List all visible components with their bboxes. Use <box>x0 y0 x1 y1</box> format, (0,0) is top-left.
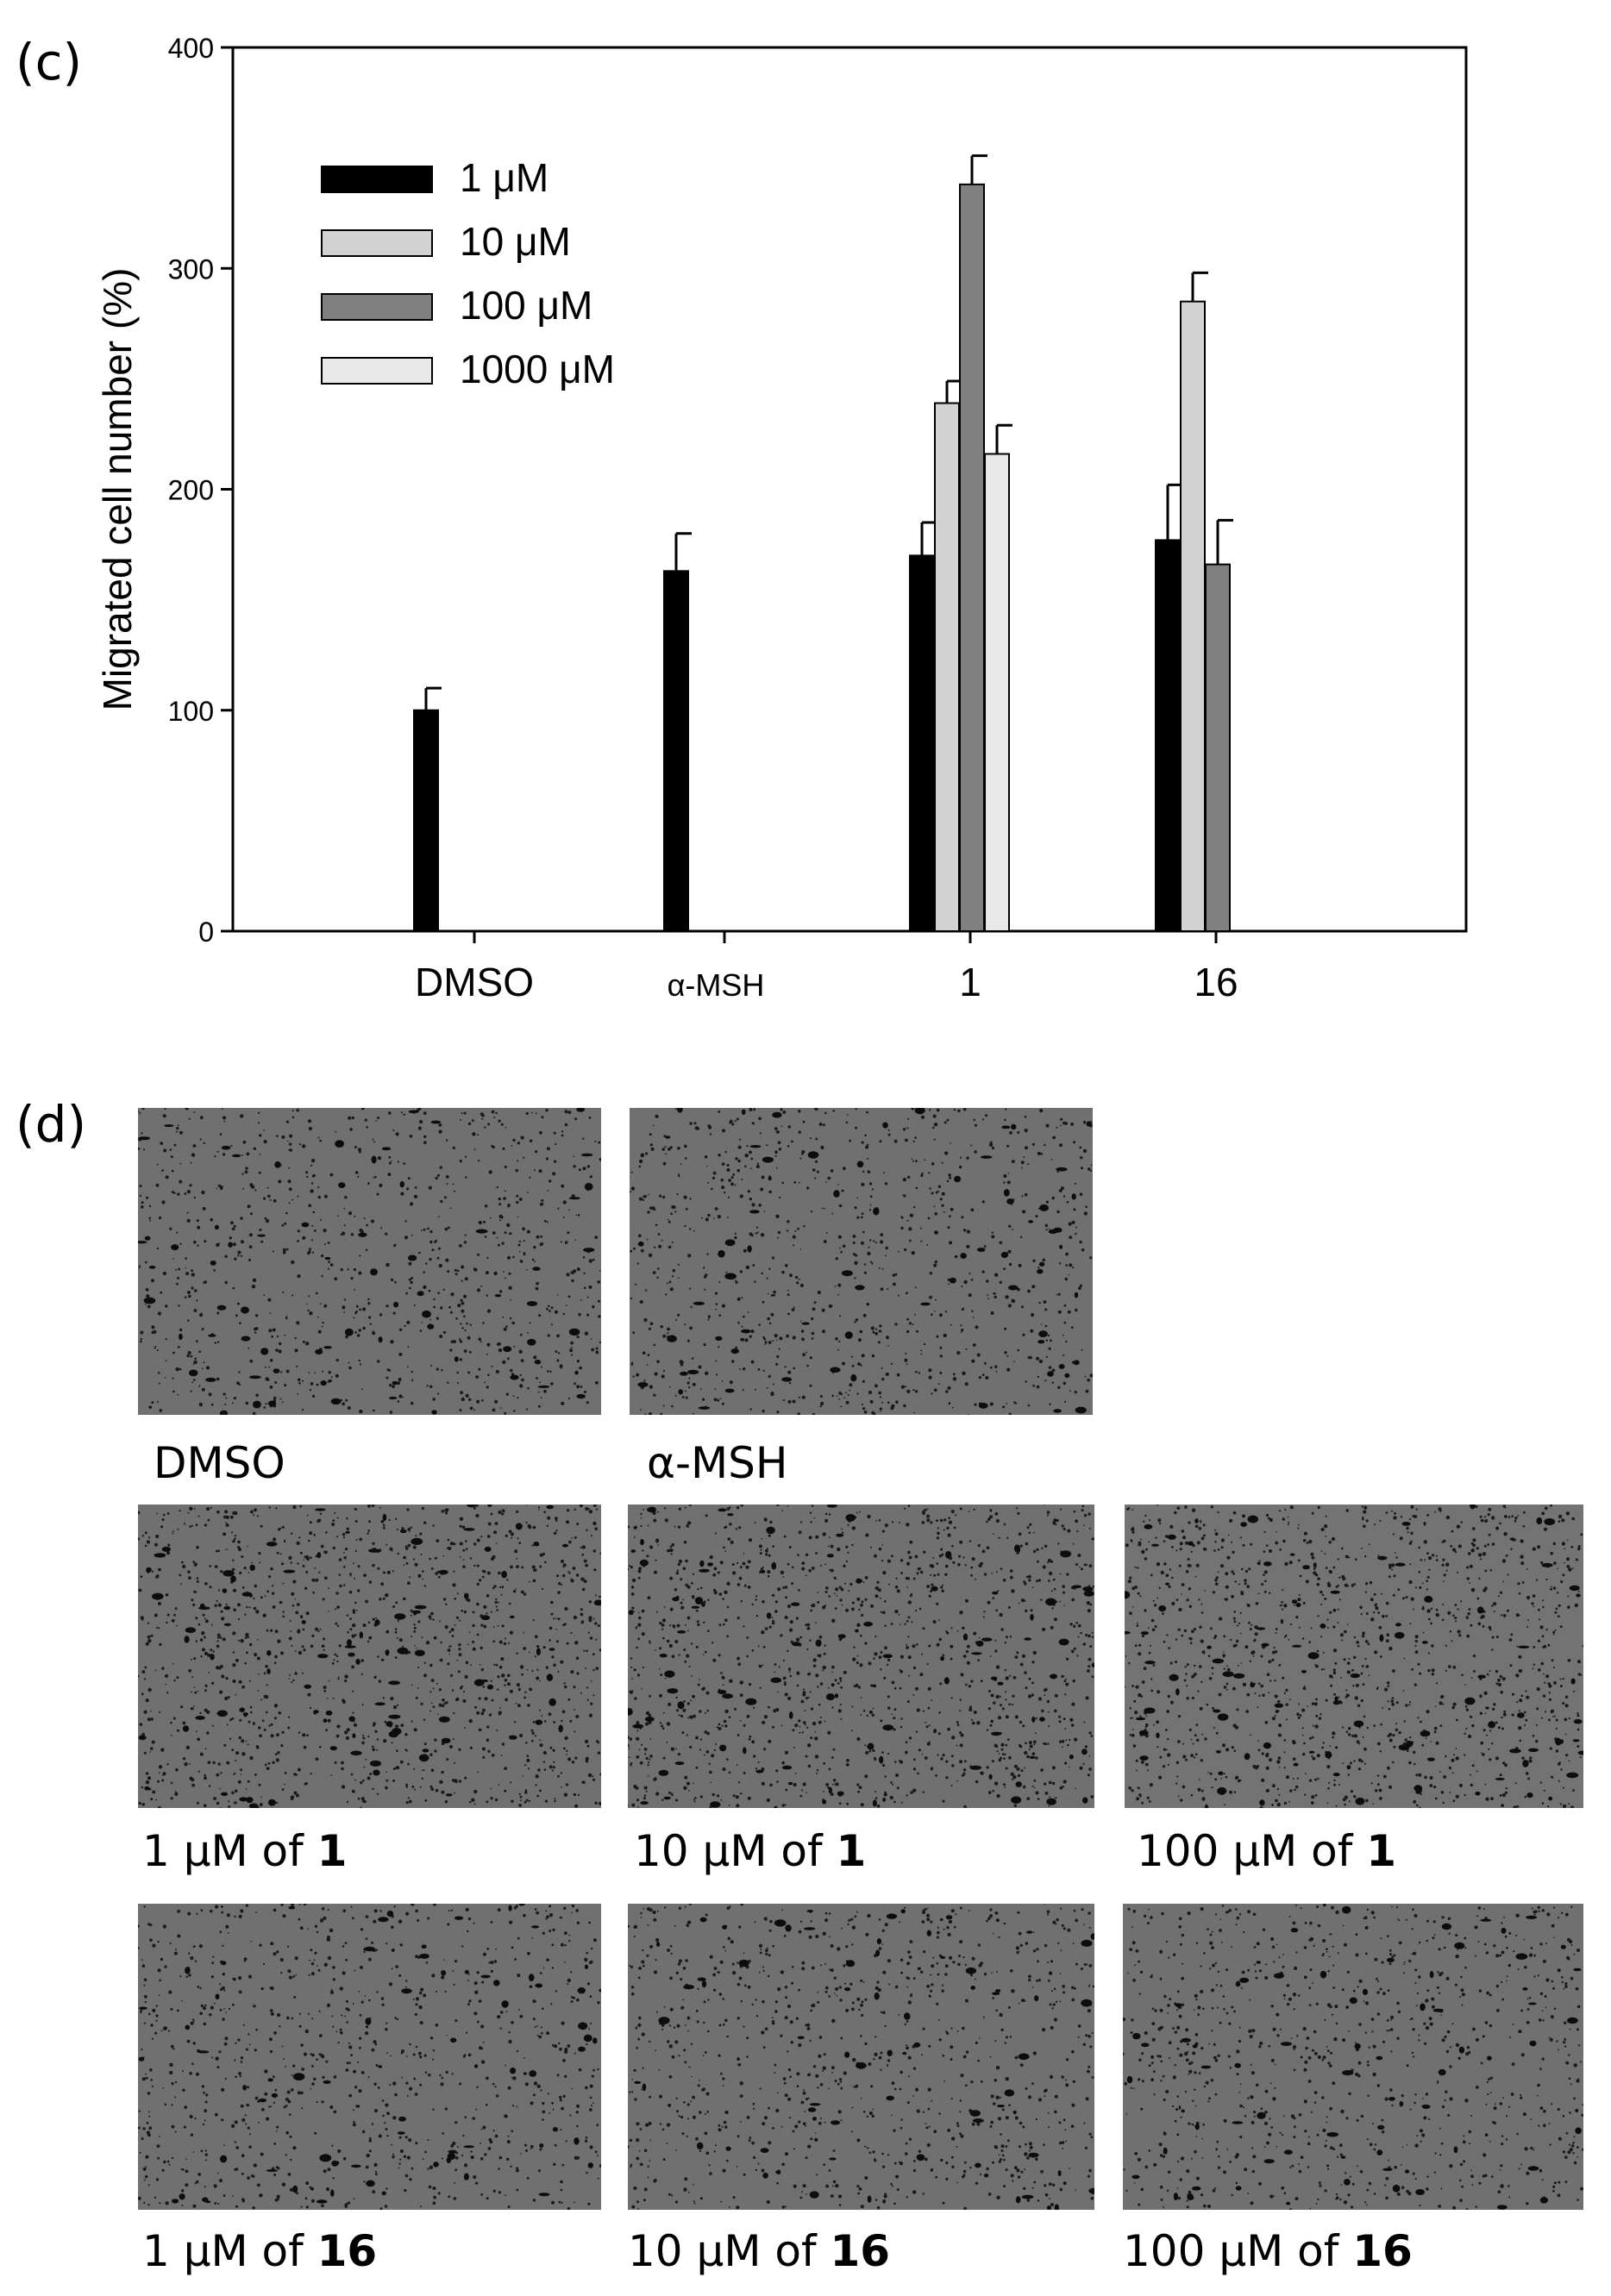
cell-speckle-texture <box>1125 1505 1583 1808</box>
panel-label-d: (d) <box>16 1095 87 1154</box>
caption-100um-of-16: 100 μM of 16 <box>1123 2226 1413 2276</box>
y-tick-label: 300 <box>168 253 214 285</box>
bar <box>909 554 935 932</box>
caption-100um-of-1: 100 μM of 1 <box>1137 1826 1397 1876</box>
cell-speckle-texture <box>138 1505 601 1808</box>
caption-alpha-msh: α-MSH <box>647 1438 788 1488</box>
micrograph-10um-of-1 <box>628 1505 1094 1808</box>
panel-label-c: (c) <box>16 33 83 91</box>
x-tick-label: 1 <box>959 960 981 1004</box>
cell-speckle-texture <box>1123 1904 1583 2210</box>
cell-speckle-texture <box>630 1108 1093 1415</box>
legend-label: 100 μM <box>460 283 592 328</box>
caption-10um-of-1: 10 μM of 1 <box>634 1826 867 1876</box>
micrograph-10um-of-16 <box>628 1904 1094 2210</box>
bar-chart: 0 100 200 300 400 Migrated cell number (%) DMS… <box>95 33 1468 1004</box>
micrograph-100um-of-16 <box>1123 1904 1583 2210</box>
y-tick-label: 0 <box>198 917 214 948</box>
x-tick-label: α-MSH <box>668 967 765 1003</box>
caption-10um-of-16: 10 μM of 16 <box>628 2226 891 2276</box>
bar <box>1155 539 1181 932</box>
micrograph-100um-of-1 <box>1125 1505 1583 1808</box>
micrograph-alpha-msh <box>630 1108 1093 1415</box>
legend-swatch <box>321 166 433 193</box>
bar <box>1180 300 1206 932</box>
y-tick-label: 100 <box>168 696 214 727</box>
y-tick-label: 200 <box>168 475 214 506</box>
bar <box>934 402 960 932</box>
bar <box>413 709 439 932</box>
y-axis-label: Migrated cell number (%) <box>95 268 140 711</box>
micrograph-1um-of-1 <box>138 1505 601 1808</box>
y-tick-label: 400 <box>168 33 214 64</box>
caption-1um-of-16: 1 μM of 16 <box>142 2226 378 2276</box>
caption-1um-of-1: 1 μM of 1 <box>142 1826 348 1876</box>
micrograph-dmso <box>138 1108 601 1415</box>
bar <box>663 570 689 932</box>
caption-dmso: DMSO <box>154 1438 285 1488</box>
cell-speckle-texture <box>138 1108 601 1415</box>
legend-label: 1 μM <box>460 155 548 200</box>
legend-swatch <box>321 293 433 321</box>
cell-speckle-texture <box>628 1904 1094 2210</box>
cell-speckle-texture <box>138 1904 601 2210</box>
x-tick-label: 16 <box>1194 960 1238 1004</box>
micrograph-1um-of-16 <box>138 1904 601 2210</box>
legend-label: 10 μM <box>460 219 571 264</box>
x-tick-label: DMSO <box>415 960 534 1004</box>
legend-swatch <box>321 229 433 257</box>
legend-swatch <box>321 357 433 385</box>
legend-label: 1000 μM <box>460 347 615 391</box>
cell-speckle-texture <box>628 1505 1094 1808</box>
bar <box>984 453 1010 932</box>
bar <box>1205 563 1231 932</box>
bar <box>959 183 985 932</box>
